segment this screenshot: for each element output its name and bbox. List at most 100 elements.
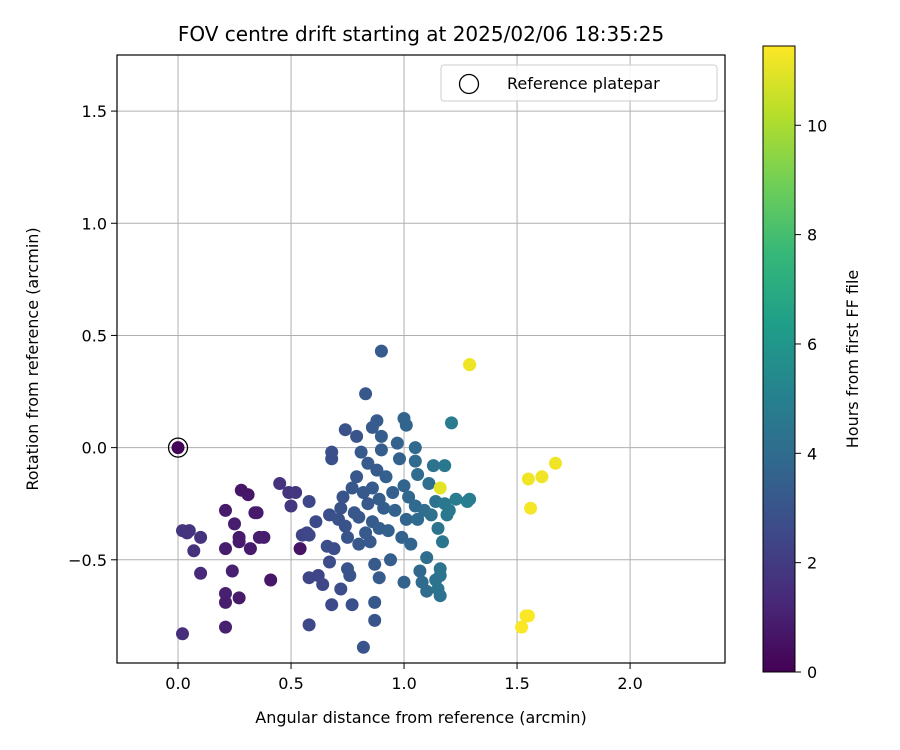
legend-box: [440, 64, 718, 102]
data-point: [445, 416, 458, 430]
data-point: [241, 488, 255, 502]
data-point: [334, 501, 348, 515]
data-point: [386, 486, 400, 499]
data-point: [393, 452, 406, 466]
data-point: [354, 445, 368, 459]
data-point: [232, 591, 246, 605]
data-point: [336, 490, 350, 504]
colorbar-tick-label: 8: [807, 226, 817, 245]
colorbar-tick-label: 10: [807, 116, 827, 135]
data-point: [327, 542, 341, 556]
data-point: [345, 598, 359, 612]
y-tick-label: 1.0: [82, 214, 107, 233]
data-point: [293, 542, 307, 556]
data-point: [368, 595, 382, 609]
data-point: [228, 517, 241, 531]
colorbar-ticks: 0 2 4 6 8 10: [795, 116, 827, 682]
x-tick-label: 2.0: [617, 674, 642, 693]
data-point: [250, 506, 264, 520]
data-point: [442, 503, 456, 517]
data-point: [436, 535, 449, 549]
data-point: [219, 587, 232, 600]
data-point: [309, 515, 323, 529]
data-point: [420, 551, 434, 565]
data-point: [187, 544, 201, 558]
data-point: [388, 503, 402, 517]
data-point: [338, 423, 352, 437]
data-point: [345, 481, 359, 495]
data-point: [368, 613, 382, 627]
data-point: [316, 578, 330, 591]
data-point: [219, 542, 232, 556]
data-point: [402, 490, 416, 504]
data-point: [350, 470, 364, 484]
x-tick-label: 1.0: [391, 674, 416, 693]
data-point: [370, 414, 384, 428]
data-point: [225, 564, 239, 578]
x-axis-ticks: 0.0 0.5 1.0 1.5 2.0: [165, 663, 643, 693]
data-point: [273, 477, 287, 490]
data-point: [368, 557, 382, 571]
data-point: [424, 508, 438, 522]
data-points: [167, 344, 562, 654]
x-axis-label: Angular distance from reference (arcmin): [255, 708, 586, 727]
y-tick-label: −0.5: [68, 551, 107, 570]
data-point: [219, 503, 232, 517]
y-tick-label: 0.5: [82, 326, 107, 345]
data-point: [535, 470, 549, 484]
legend-label-reference: Reference platepar: [507, 74, 660, 93]
data-point: [289, 486, 303, 499]
colorbar-label: Hours from first FF file: [843, 270, 862, 449]
data-point: [521, 472, 535, 486]
data-point: [176, 627, 189, 641]
data-point: [549, 456, 562, 470]
data-point: [361, 497, 375, 511]
data-point: [411, 468, 425, 481]
x-tick-label: 1.5: [504, 674, 529, 693]
data-point: [521, 609, 535, 623]
colorbar-tick-label: 2: [807, 554, 817, 573]
colorbar: 0 2 4 6 8 10 Hours from first FF file: [762, 45, 862, 682]
data-point: [257, 530, 271, 544]
data-point: [397, 479, 411, 493]
y-axis-label: Rotation from reference (arcmin): [23, 227, 42, 490]
data-point: [395, 530, 409, 544]
colorbar-tick-label: 4: [807, 444, 817, 463]
data-point: [374, 344, 388, 358]
data-point: [390, 436, 404, 450]
plot-frame: [116, 54, 726, 664]
data-point: [343, 569, 357, 582]
data-point: [219, 620, 232, 634]
data-point: [325, 445, 339, 459]
data-point: [463, 492, 477, 506]
data-point: [365, 481, 379, 495]
reference-marker: [167, 437, 189, 458]
data-point: [433, 562, 447, 576]
data-point: [404, 537, 418, 551]
data-point: [431, 521, 445, 535]
data-point: [338, 519, 352, 533]
data-point: [232, 535, 246, 549]
data-point: [350, 429, 364, 443]
y-axis-ticks: −0.5 0.0 0.5 1.0 1.5: [68, 102, 117, 570]
data-point: [264, 573, 278, 587]
data-point: [438, 459, 452, 473]
data-point: [323, 555, 336, 569]
legend: Reference platepar: [440, 64, 718, 102]
data-point: [334, 582, 348, 596]
data-point: [399, 512, 413, 526]
data-point: [361, 456, 375, 470]
colorbar-tick-label: 6: [807, 335, 817, 354]
legend-marker-reference: [458, 73, 480, 95]
data-point: [359, 387, 373, 401]
data-point: [515, 620, 529, 634]
colorbar-tick-label: 0: [807, 663, 817, 682]
data-point: [379, 470, 393, 484]
data-point: [381, 524, 395, 538]
colorbar-gradient: [762, 45, 796, 673]
data-point: [352, 510, 366, 524]
data-point: [374, 429, 388, 443]
data-point: [413, 564, 427, 578]
data-point: [284, 499, 298, 513]
data-point: [363, 535, 377, 549]
